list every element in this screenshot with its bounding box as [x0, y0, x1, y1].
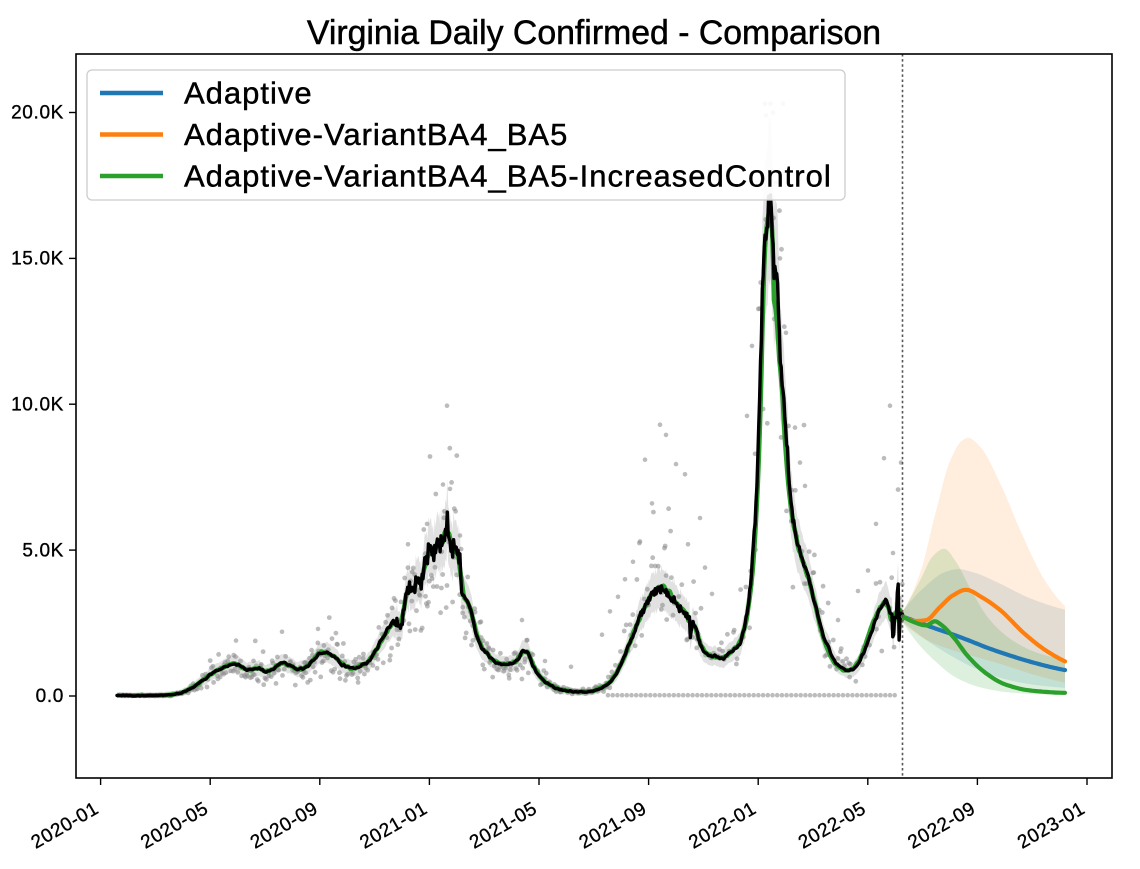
svg-text:Adaptive: Adaptive — [184, 76, 313, 111]
svg-text:Adaptive-VariantBA4_BA5: Adaptive-VariantBA4_BA5 — [184, 117, 568, 152]
svg-text:20.0K: 20.0K — [11, 103, 64, 124]
svg-text:10.0K: 10.0K — [11, 394, 64, 415]
svg-text:5.0K: 5.0K — [22, 540, 64, 561]
svg-text:0.0: 0.0 — [36, 686, 64, 707]
svg-text:Adaptive-VariantBA4_BA5-Increa: Adaptive-VariantBA4_BA5-IncreasedControl — [184, 159, 832, 194]
svg-text:15.0K: 15.0K — [11, 249, 64, 270]
svg-text:Virginia Daily Confirmed - Com: Virginia Daily Confirmed - Comparison — [307, 14, 881, 52]
